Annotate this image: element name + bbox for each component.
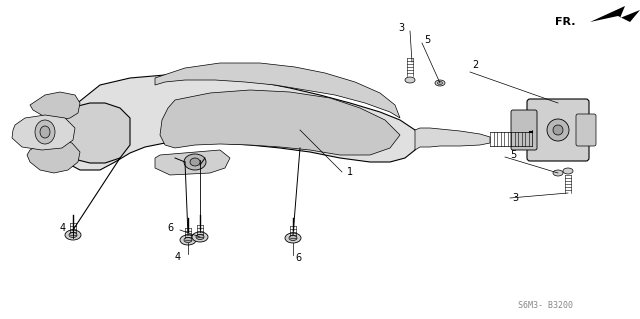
Text: 4: 4 bbox=[60, 223, 66, 233]
Polygon shape bbox=[30, 92, 80, 120]
Text: 6: 6 bbox=[295, 253, 301, 263]
Ellipse shape bbox=[35, 120, 55, 144]
FancyBboxPatch shape bbox=[511, 110, 537, 150]
Ellipse shape bbox=[180, 235, 196, 245]
Text: FR.: FR. bbox=[556, 17, 576, 27]
Polygon shape bbox=[52, 103, 130, 163]
Ellipse shape bbox=[553, 125, 563, 135]
Ellipse shape bbox=[285, 233, 301, 243]
Text: S6M3- B3200: S6M3- B3200 bbox=[518, 300, 573, 309]
Ellipse shape bbox=[40, 126, 50, 138]
Ellipse shape bbox=[69, 233, 77, 238]
Ellipse shape bbox=[196, 234, 204, 240]
Polygon shape bbox=[27, 140, 80, 173]
Ellipse shape bbox=[435, 80, 445, 86]
Ellipse shape bbox=[438, 81, 442, 85]
Polygon shape bbox=[415, 128, 490, 150]
Ellipse shape bbox=[563, 168, 573, 174]
FancyBboxPatch shape bbox=[527, 99, 589, 161]
Ellipse shape bbox=[65, 230, 81, 240]
Polygon shape bbox=[12, 115, 75, 150]
Text: 3: 3 bbox=[398, 23, 404, 33]
Ellipse shape bbox=[289, 235, 297, 241]
Text: 2: 2 bbox=[472, 60, 478, 70]
Ellipse shape bbox=[553, 170, 563, 176]
Ellipse shape bbox=[405, 77, 415, 83]
Ellipse shape bbox=[184, 154, 206, 170]
FancyBboxPatch shape bbox=[576, 114, 596, 146]
Ellipse shape bbox=[192, 232, 208, 242]
Text: 5: 5 bbox=[510, 150, 516, 160]
Polygon shape bbox=[160, 90, 400, 155]
Text: 6: 6 bbox=[167, 223, 173, 233]
Polygon shape bbox=[60, 75, 420, 170]
Text: 4: 4 bbox=[175, 252, 181, 262]
Text: 3: 3 bbox=[512, 193, 518, 203]
Ellipse shape bbox=[184, 238, 192, 242]
Text: 1: 1 bbox=[347, 167, 353, 177]
Polygon shape bbox=[155, 150, 230, 175]
Text: 5: 5 bbox=[424, 35, 430, 45]
Ellipse shape bbox=[190, 158, 200, 166]
Polygon shape bbox=[590, 6, 640, 22]
Polygon shape bbox=[155, 63, 400, 118]
Ellipse shape bbox=[547, 119, 569, 141]
